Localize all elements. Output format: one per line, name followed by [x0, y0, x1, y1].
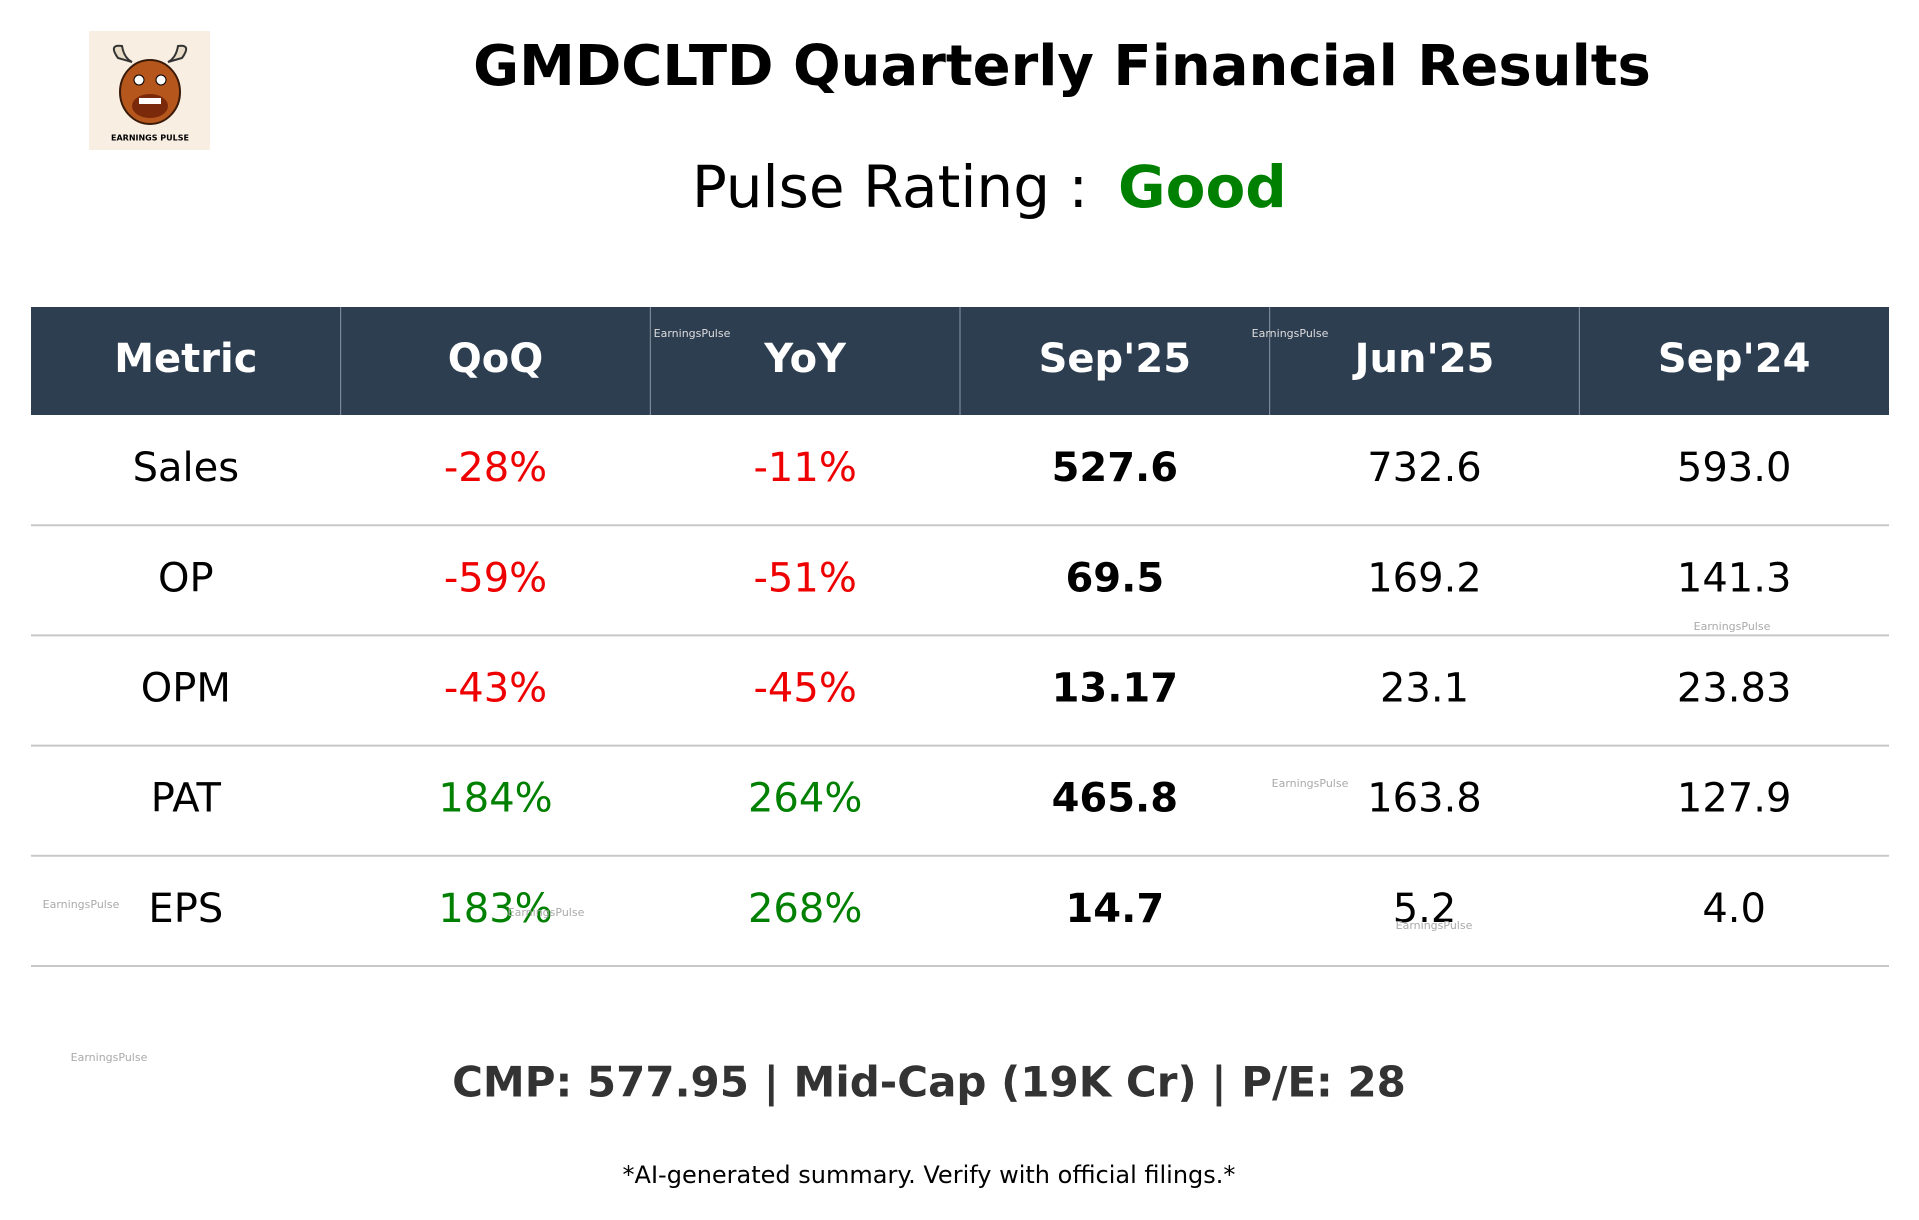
table-cell: 593.0: [1677, 445, 1792, 491]
column-header: Metric: [114, 336, 257, 382]
table-cell: -43%: [444, 666, 547, 712]
logo-teeth: [139, 98, 161, 104]
table-cell: 732.6: [1367, 445, 1482, 491]
rating-label: Pulse Rating :: [692, 153, 1088, 221]
logo-eye: [133, 74, 145, 86]
table-cell: -11%: [753, 445, 856, 491]
table-cell: -59%: [444, 555, 547, 601]
table-cell: Sales: [133, 445, 239, 491]
watermark: EarningsPulse: [1272, 777, 1349, 790]
watermark: EarningsPulse: [654, 327, 731, 340]
table-cell: EPS: [148, 886, 223, 932]
logo-mouth: [132, 94, 168, 118]
table: Metric QoQ YoY Sep'25 Jun'25 Sep'24 Sales -28% -…: [31, 307, 1889, 967]
table-cell: 169.2: [1367, 555, 1482, 601]
table-cell: -51%: [753, 555, 856, 601]
table-cell: 141.3: [1677, 555, 1792, 601]
disclaimer: *AI-generated summary. Verify with offic…: [623, 1161, 1236, 1189]
watermark: EarningsPulse: [71, 1051, 148, 1064]
summary: CMP: 577.95 | Mid-Cap (19K Cr) | P/E: 28: [452, 1058, 1406, 1107]
logo-text: EARNINGS PULSE: [111, 134, 189, 143]
logo: EARNINGS PULSE: [89, 31, 210, 150]
column-header: QoQ: [448, 336, 544, 382]
watermarks: EarningsPulse EarningsPulse EarningsPulse E…: [43, 327, 1771, 1064]
table-cell: -28%: [444, 445, 547, 491]
table-cell: 4.0: [1702, 886, 1766, 932]
table-cell: 5.2: [1393, 886, 1457, 932]
title: GMDCLTD Quarterly Financial Results: [473, 34, 1651, 99]
table-cell: 183%: [438, 886, 552, 932]
watermark: EarningsPulse: [1396, 919, 1473, 932]
column-header: Sep'24: [1658, 336, 1810, 382]
table-cell: -45%: [753, 666, 856, 712]
watermark: EarningsPulse: [1694, 620, 1771, 633]
table-cell: 69.5: [1065, 555, 1164, 601]
rating-value: Good: [1118, 153, 1287, 221]
column-header: Sep'25: [1039, 336, 1191, 382]
table-cell: 163.8: [1367, 776, 1482, 822]
table-cell: 23.1: [1380, 666, 1469, 712]
logo-horns: [112, 44, 188, 63]
column-header: YoY: [763, 336, 847, 382]
table-cell: 527.6: [1052, 445, 1179, 491]
table-cell: OP: [158, 555, 214, 601]
watermark: EarningsPulse: [1252, 327, 1329, 340]
table-cell: 23.83: [1677, 666, 1792, 712]
watermark: EarningsPulse: [43, 898, 120, 911]
table-cell: 13.17: [1052, 666, 1179, 712]
logo-eye: [155, 74, 167, 86]
table-cell: 264%: [748, 776, 862, 822]
table-cell: 268%: [748, 886, 862, 932]
table-cell: 184%: [438, 776, 552, 822]
table-cell: 465.8: [1052, 776, 1179, 822]
table-cell: 14.7: [1065, 886, 1164, 932]
watermark: EarningsPulse: [508, 906, 585, 919]
table-cell: PAT: [151, 776, 222, 822]
table-cell: 127.9: [1677, 776, 1792, 822]
table-cell: OPM: [141, 666, 231, 712]
column-header: Jun'25: [1352, 336, 1495, 382]
